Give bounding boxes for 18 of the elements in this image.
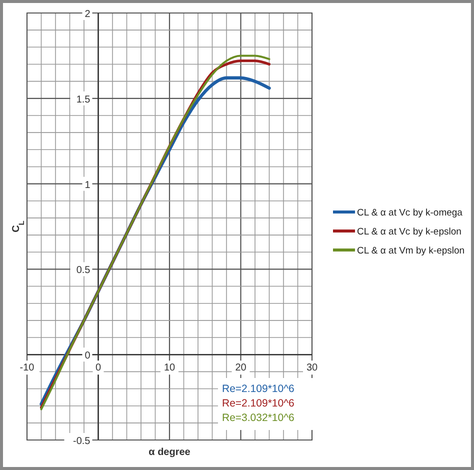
y-tick-label: 0.5 <box>76 265 91 276</box>
x-tick-label: 0 <box>95 362 102 374</box>
y-tick-label: -0.5 <box>73 436 91 447</box>
x-tick-label: 10 <box>164 362 176 374</box>
annotation: Re=3.032*10^6 <box>222 412 295 424</box>
x-axis-title: α degree <box>148 447 191 458</box>
x-tick-label: 20 <box>235 362 247 374</box>
legend-label: CL & α at Vc by k-omega <box>357 208 464 218</box>
y-tick-label: 2 <box>84 9 91 20</box>
legend-label: CL & α at Vm by k-epslon <box>357 246 465 256</box>
y-tick-label: 0 <box>84 350 91 362</box>
y-tick-label: 1.5 <box>76 94 91 106</box>
x-tick-label: -10 <box>20 362 35 374</box>
legend-label: CL & α at Vc by k-epslon <box>357 226 462 238</box>
x-tick-label: 30 <box>306 362 318 374</box>
y-tick-label: 1 <box>84 180 91 191</box>
annotation: Re=2.109*10^6 <box>222 398 295 410</box>
annotation: Re=2.109*10^6 <box>222 383 295 395</box>
